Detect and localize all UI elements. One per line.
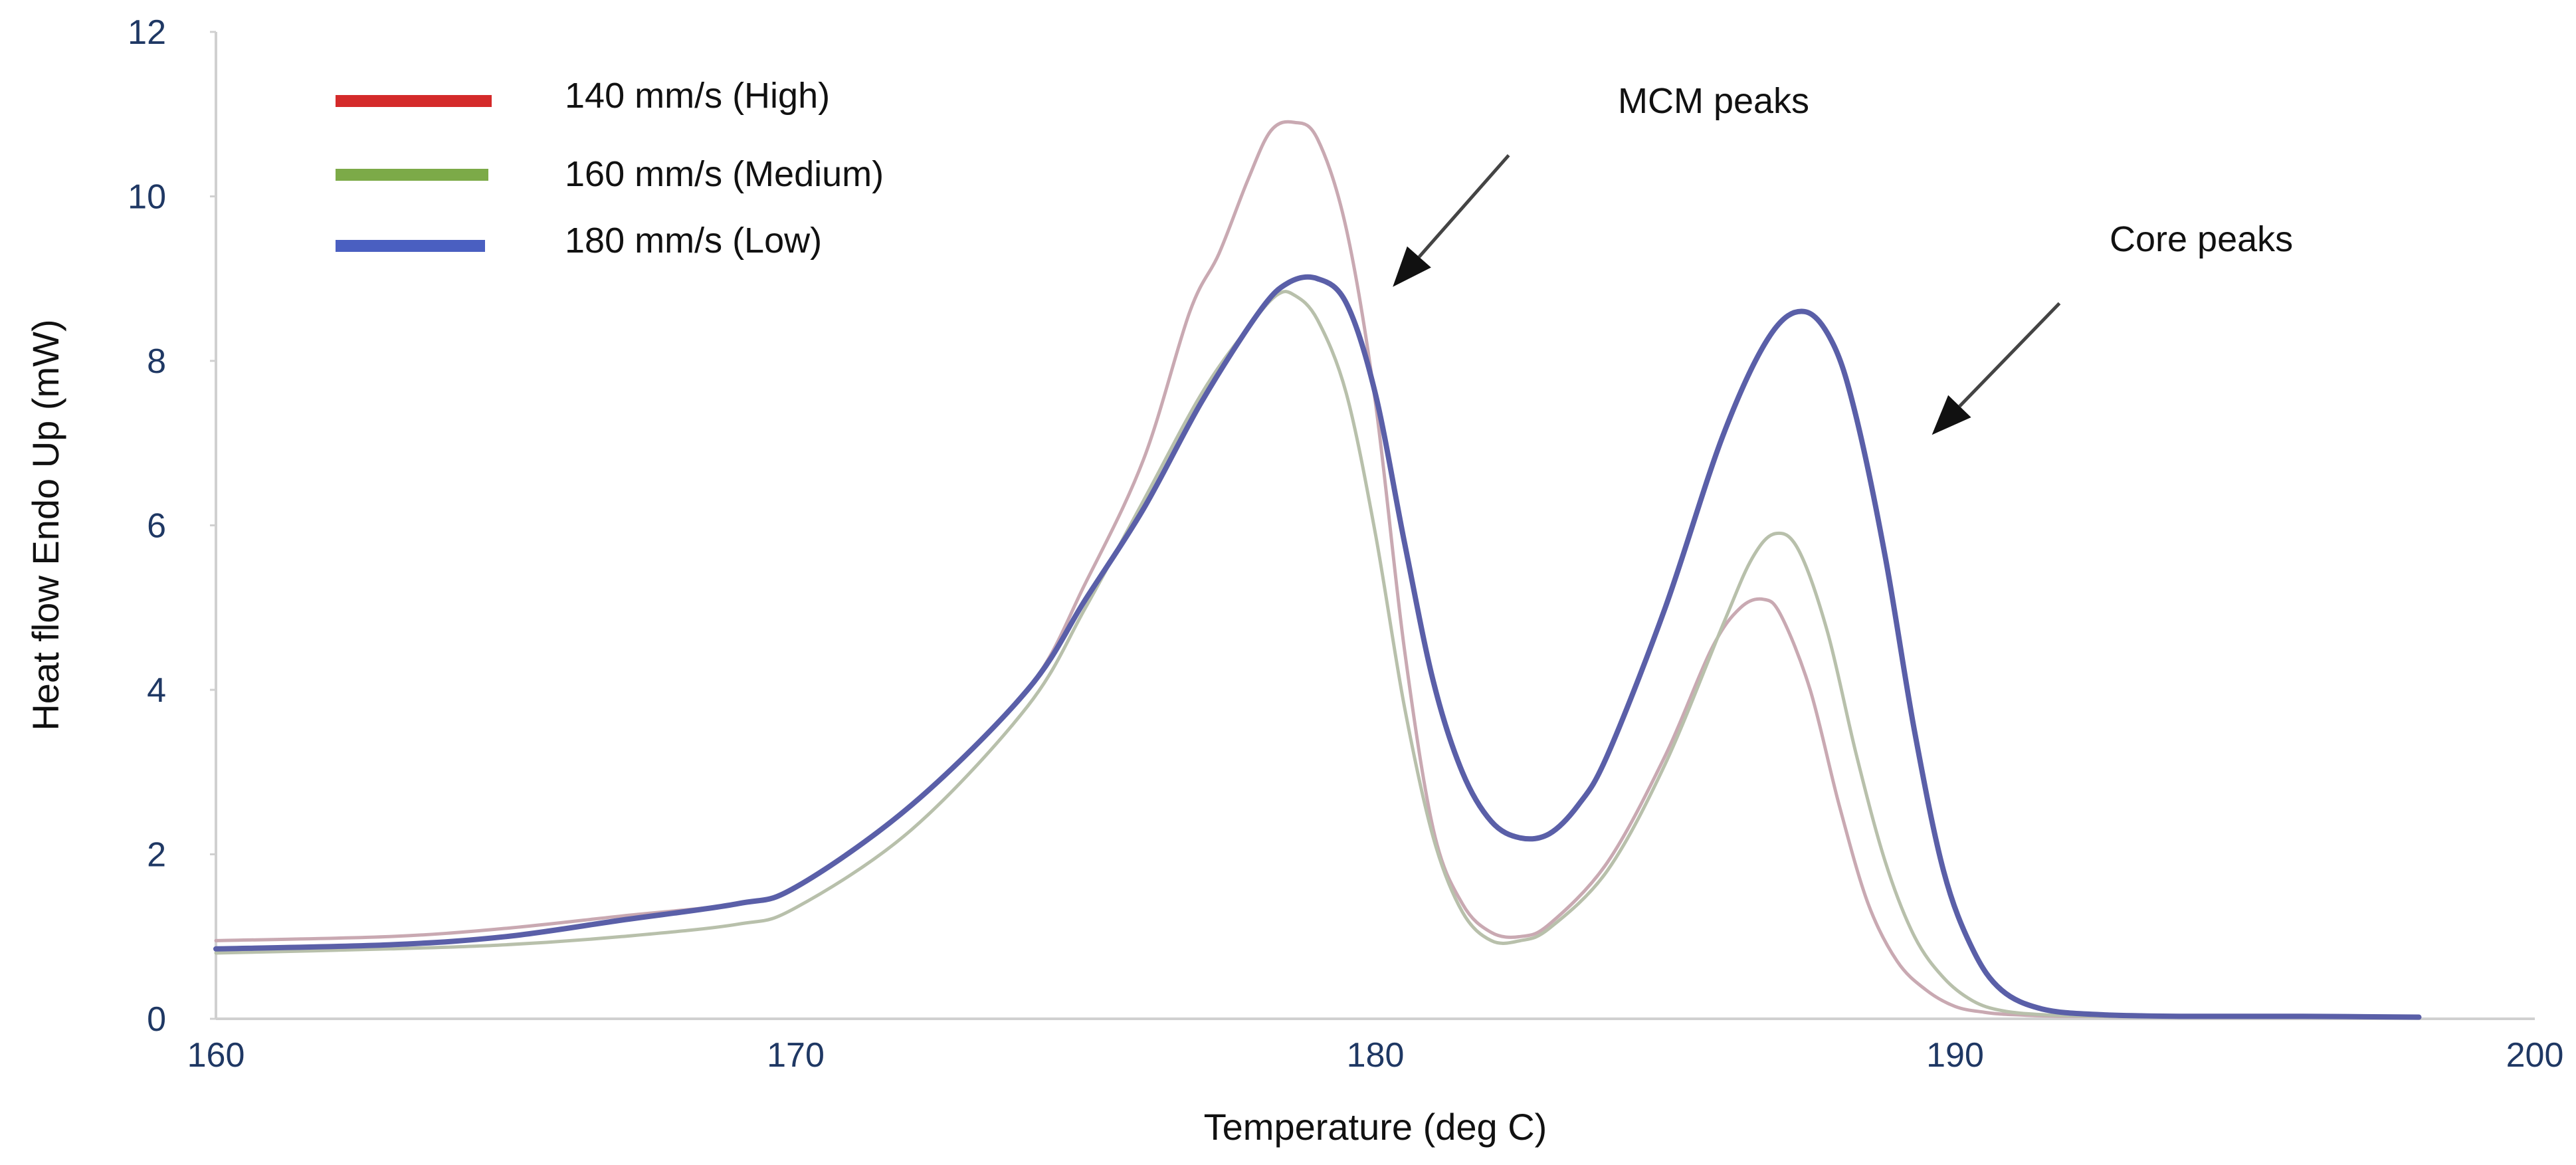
x-tick-label-160: 160	[187, 1036, 245, 1075]
y-axis-title: Heat flow Endo Up (mW)	[25, 319, 66, 730]
legend-label-high: 140 mm/s (High)	[565, 76, 830, 116]
legend-label-low: 180 mm/s (Low)	[565, 221, 822, 261]
x-tick-label-190: 190	[1926, 1036, 1984, 1075]
legend-label-medium: 160 mm/s (Medium)	[565, 154, 884, 194]
legend: 140 mm/s (High) 160 mm/s (Medium) 180 mm…	[336, 76, 884, 261]
y-tick-label-0: 0	[147, 1000, 166, 1039]
annotation-mcm-peaks: MCM peaks	[1618, 81, 1809, 121]
y-tick-label-12: 12	[128, 13, 166, 52]
annotation-core-peaks: Core peaks	[2110, 219, 2293, 259]
series-line-low	[213, 274, 2422, 1020]
y-tick-label-10: 10	[128, 178, 166, 217]
y-tick-labels: 0 2 4 6 8 10 12	[128, 13, 216, 1039]
x-axis-title: Temperature (deg C)	[1204, 1106, 1547, 1148]
series-layer	[213, 120, 2422, 1020]
series-line-medium	[214, 290, 2421, 1019]
x-tick-label-180: 180	[1347, 1036, 1405, 1075]
x-tick-label-170: 170	[767, 1036, 825, 1075]
series-line-high	[214, 120, 2421, 1019]
arrow-mcm-peaks	[1393, 154, 1510, 287]
annotations: MCM peaks Core peaks	[1393, 81, 2293, 435]
y-tick-label-4: 4	[147, 671, 166, 710]
x-tick-labels: 160 170 180 190 200	[187, 1036, 2564, 1075]
y-tick-label-2: 2	[147, 836, 166, 875]
y-tick-label-8: 8	[147, 342, 166, 381]
x-tick-label-200: 200	[2506, 1036, 2564, 1075]
arrow-core-peaks	[1932, 302, 2061, 435]
y-tick-label-6: 6	[147, 507, 166, 546]
